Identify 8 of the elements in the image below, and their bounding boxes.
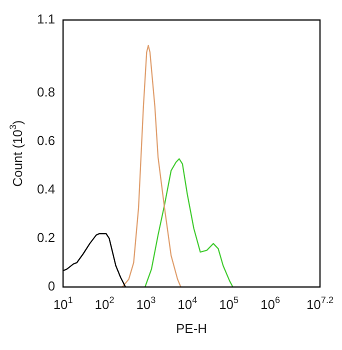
y-axis-title: Count (103) bbox=[8, 120, 25, 187]
x-axis-title: PE-H bbox=[176, 321, 208, 336]
y-tick-label: 0.8 bbox=[36, 84, 56, 100]
y-tick-label: 0.4 bbox=[36, 181, 56, 196]
y-tick-label: 0.2 bbox=[36, 230, 56, 246]
y-tick-label: 0 bbox=[48, 278, 56, 294]
y-tick-label: 0.6 bbox=[36, 132, 56, 148]
y-tick-label: 1.1 bbox=[36, 12, 56, 27]
